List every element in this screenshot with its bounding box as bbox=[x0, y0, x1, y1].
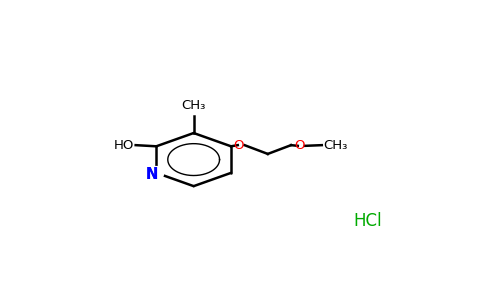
Text: N: N bbox=[146, 167, 158, 182]
Text: CH₃: CH₃ bbox=[182, 98, 206, 112]
Text: HCl: HCl bbox=[354, 212, 382, 230]
Text: O: O bbox=[233, 139, 244, 152]
Text: N: N bbox=[146, 167, 158, 182]
Text: CH₃: CH₃ bbox=[323, 139, 348, 152]
Text: O: O bbox=[294, 139, 304, 152]
Text: HO: HO bbox=[113, 139, 134, 152]
